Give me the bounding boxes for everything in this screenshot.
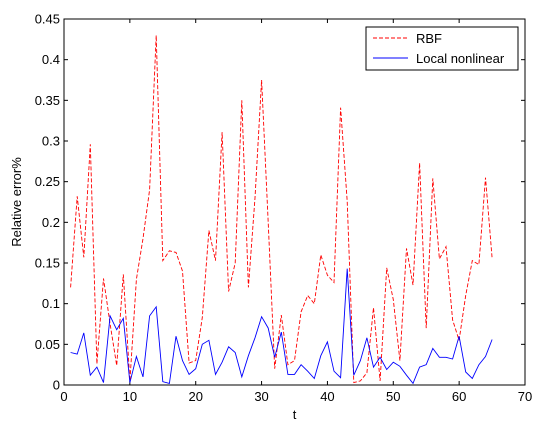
legend-box [365,26,519,71]
y-tick-label: 0.25 [35,174,60,189]
ticks-layer: 0 10 20 30 40 50 60 70 0 0.05 0.1 0.15 0.2 0.25 0.3 0.3… [35,12,533,405]
x-tick-label: 50 [386,389,400,404]
x-tick-label: 60 [452,389,466,404]
legend-label-local-nonlinear: Local nonlinear [416,51,505,66]
x-tick-label: 70 [518,389,532,404]
y-tick-label: 0 [53,378,60,393]
y-tick-label: 0.3 [42,134,60,149]
x-tick-label: 20 [188,389,202,404]
y-tick-label: 0.35 [35,93,60,108]
legend: RBF Local nonlinear [365,26,519,71]
y-tick-label: 0.4 [42,52,60,67]
x-tick-label: 40 [320,389,334,404]
series-layer [70,35,493,385]
y-tick-label: 0.45 [35,12,60,27]
y-tick-label: 0.05 [35,337,60,352]
x-axis-label: t [293,407,297,422]
plot-background [63,18,526,386]
y-tick-label: 0.2 [42,215,60,230]
series-line-rbf [70,35,493,384]
x-tick-label: 30 [254,389,268,404]
legend-label-rbf: RBF [416,31,442,46]
series-line-local-nonlinear [70,268,493,385]
x-tick-label: 0 [60,389,67,404]
y-tick-label: 0.1 [42,296,60,311]
y-tick-label: 0.15 [35,256,60,271]
y-axis-label: Relative error% [9,157,24,247]
x-tick-label: 10 [123,389,137,404]
